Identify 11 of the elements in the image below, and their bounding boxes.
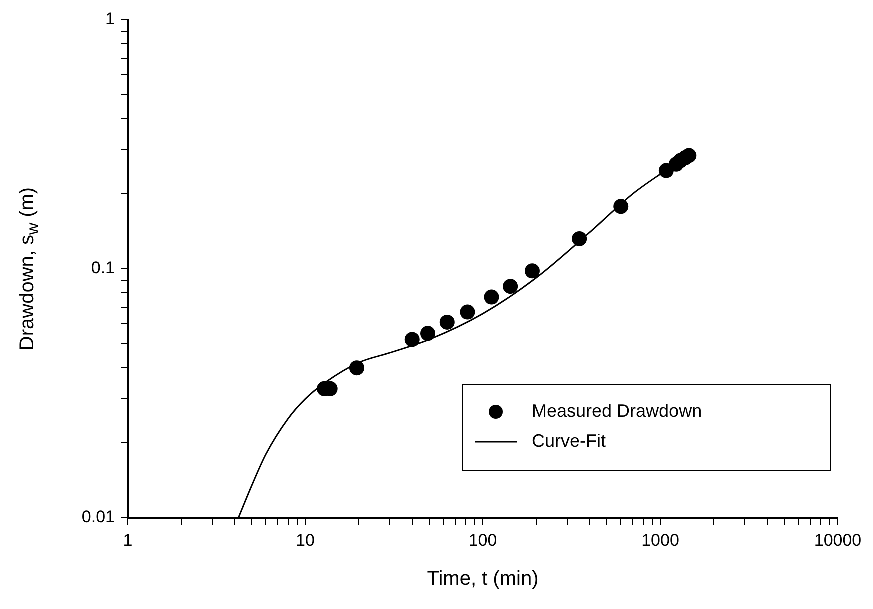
y-tick-label: 1	[106, 10, 115, 29]
x-tick-label: 10	[296, 530, 315, 550]
legend-label: Measured Drawdown	[532, 400, 702, 421]
legend-label: Curve-Fit	[532, 430, 606, 451]
x-tick-label: 1	[123, 530, 133, 550]
x-axis-title: Time, t (min)	[426, 568, 540, 591]
x-tick-label: 100	[468, 530, 498, 550]
x-tick-label: 10000	[814, 530, 862, 550]
x-tick-label: 1000	[642, 530, 680, 550]
y-tick-label: 0.1	[91, 258, 115, 278]
y-tick-label: 0.01	[82, 508, 115, 527]
